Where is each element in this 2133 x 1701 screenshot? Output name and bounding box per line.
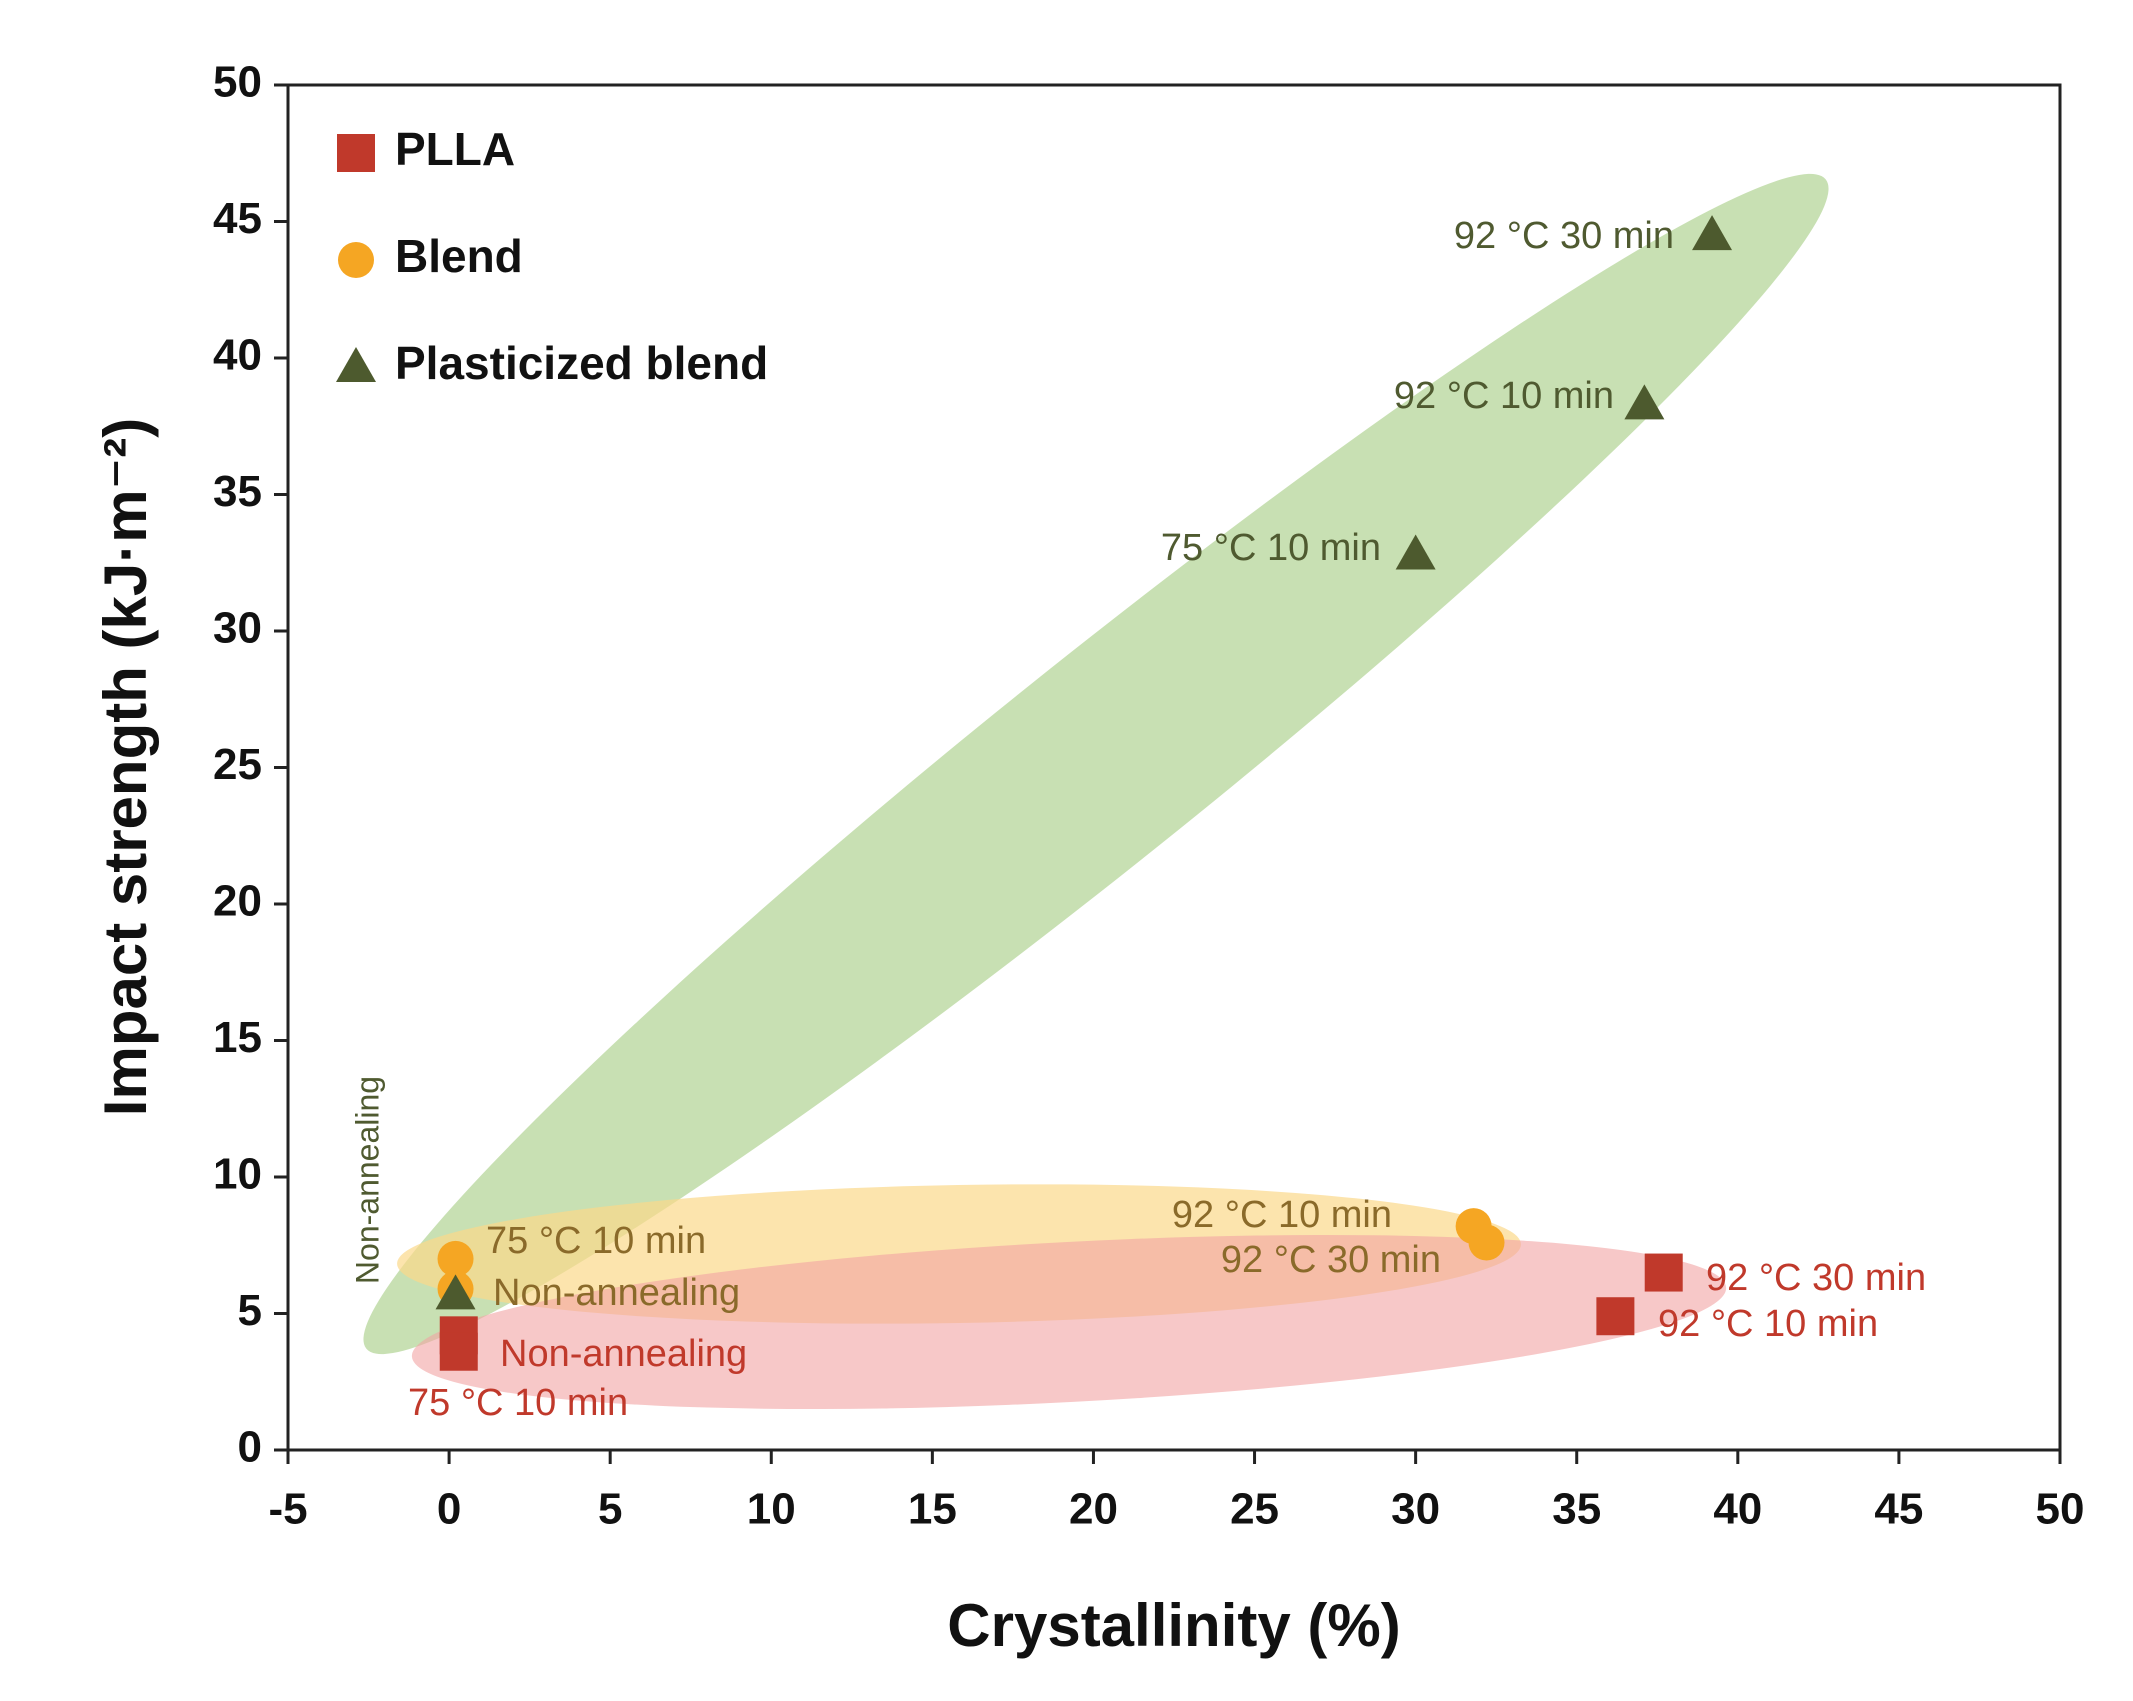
y-tick-label: 0 — [238, 1423, 262, 1472]
point-label: 92 °C 30 min — [1454, 215, 1674, 257]
y-tick-label: 15 — [213, 1013, 262, 1062]
marker-triangle — [435, 1274, 476, 1310]
marker-triangle — [336, 347, 376, 382]
y-tick-label: 10 — [213, 1150, 262, 1199]
x-tick-label: 20 — [1069, 1485, 1118, 1534]
cluster-plla — [411, 1235, 1727, 1409]
x-tick-label: 15 — [908, 1485, 957, 1534]
point-label: 75 °C 10 min — [1161, 527, 1381, 569]
y-tick-label: 30 — [213, 604, 262, 653]
point-label: Non-annealing — [500, 1333, 747, 1375]
marker-square — [1596, 1297, 1635, 1336]
x-tick-label: 5 — [598, 1485, 622, 1534]
marker-triangle — [1395, 534, 1436, 570]
x-tick-label: 25 — [1230, 1485, 1279, 1534]
marker-circle — [437, 1240, 474, 1277]
point-label: Non-annealing — [493, 1272, 740, 1314]
x-tick-label: 30 — [1391, 1485, 1440, 1534]
x-tick-label: 35 — [1552, 1485, 1601, 1534]
point-label: 92 °C 10 min — [1172, 1194, 1392, 1236]
x-tick-label: 40 — [1713, 1485, 1762, 1534]
marker-square — [337, 134, 375, 172]
y-axis-title: Impact strength (kJ·m⁻²) — [92, 418, 159, 1116]
point-label: 92 °C 10 min — [1658, 1303, 1878, 1345]
cluster-plasticized — [363, 173, 1829, 1355]
x-tick-label: 0 — [437, 1485, 461, 1534]
x-axis-title: Crystallinity (%) — [947, 1592, 1400, 1659]
legend-label: Blend — [395, 230, 523, 282]
marker-circle — [1468, 1224, 1505, 1261]
y-tick-label: 35 — [213, 467, 262, 516]
point-label: 92 °C 30 min — [1706, 1257, 1926, 1299]
y-tick-label: 5 — [238, 1286, 262, 1335]
marker-triangle — [1692, 215, 1733, 251]
x-tick-label: 10 — [747, 1485, 796, 1534]
y-tick-label: 25 — [213, 740, 262, 789]
marker-circle — [338, 242, 374, 278]
y-tick-label: 45 — [213, 194, 262, 243]
marker-square — [439, 1332, 478, 1371]
point-label: 92 °C 10 min — [1394, 375, 1614, 417]
point-label: Non-annealing — [349, 1076, 385, 1284]
point-label: 75 °C 10 min — [408, 1382, 628, 1424]
point-label: 92 °C 30 min — [1221, 1239, 1441, 1281]
y-tick-label: 20 — [213, 877, 262, 926]
y-tick-label: 50 — [213, 58, 262, 107]
legend-label: Plasticized blend — [395, 337, 768, 389]
x-tick-label: -5 — [268, 1485, 307, 1534]
marker-triangle — [1624, 384, 1665, 420]
point-label: 75 °C 10 min — [486, 1220, 706, 1262]
y-tick-label: 40 — [213, 331, 262, 380]
x-tick-label: 45 — [1874, 1485, 1923, 1534]
x-tick-label: 50 — [2036, 1485, 2085, 1534]
legend-label: PLLA — [395, 123, 515, 175]
marker-square — [1644, 1253, 1683, 1292]
